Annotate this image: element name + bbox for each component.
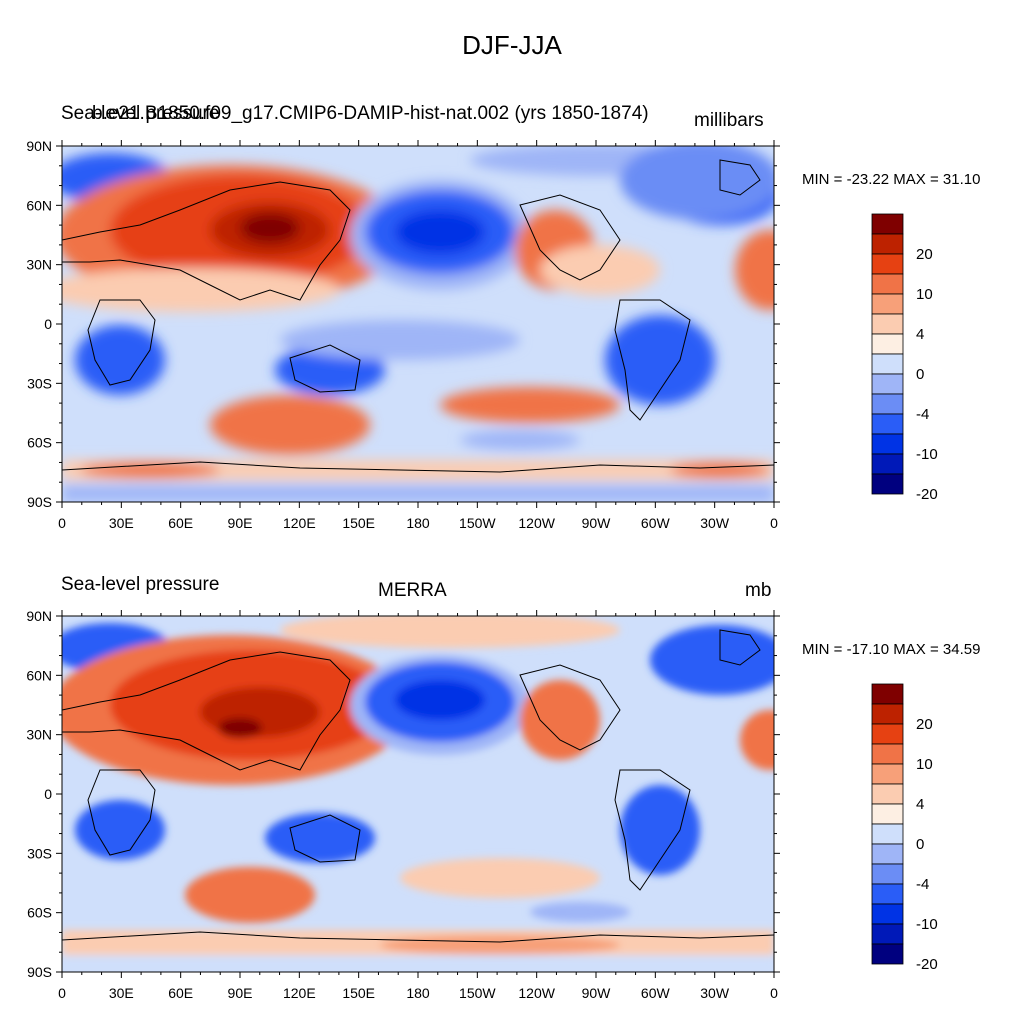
lon-label-2: 30E [109, 985, 134, 1001]
panel-1-minmax: MIN = -23.22 MAX = 31.10 [802, 171, 981, 188]
colorbar-1-swatch [871, 373, 904, 395]
lon-label-2: 60W [641, 985, 671, 1001]
colorbar-1-swatch [871, 433, 904, 455]
colorbar-2-swatch [871, 923, 904, 945]
lon-label-2: 150E [342, 985, 375, 1001]
lat-label-1: 60S [27, 435, 52, 451]
colorbar-2-swatch [871, 703, 904, 725]
colorbar-2-swatch [871, 903, 904, 925]
colorbar-2-swatch [871, 783, 904, 805]
lat-label-2: 30S [27, 845, 52, 861]
colorbar-1-label: 4 [916, 326, 924, 343]
lon-label-1: 150W [459, 515, 496, 531]
colorbar-2-swatch [871, 883, 904, 905]
colorbar-1-swatch [871, 213, 904, 235]
lon-label-1: 30E [109, 515, 134, 531]
colorbar-2-swatch [871, 743, 904, 765]
main-title: DJF-JJA [462, 30, 562, 60]
colorbar-2-swatch [871, 863, 904, 885]
panel-2-center-title: MERRA [378, 580, 447, 601]
colorbar-2-label: 4 [916, 796, 924, 813]
lon-label-1: 120E [283, 515, 316, 531]
colorbar-2-swatch [871, 683, 904, 705]
lon-label-1: 90W [582, 515, 612, 531]
colorbar-1-swatch [871, 393, 904, 415]
lon-label-2: 120W [518, 985, 555, 1001]
lon-label-2: 90E [228, 985, 253, 1001]
colorbar-1-swatch [871, 353, 904, 375]
lat-label-1: 60N [26, 197, 52, 213]
lat-label-1: 90S [27, 494, 52, 510]
colorbar-2-swatch [871, 763, 904, 785]
lat-label-1: 30S [27, 375, 52, 391]
colorbar-1-swatch [871, 293, 904, 315]
colorbar-1-swatch [871, 413, 904, 435]
colorbar-1-swatch [871, 333, 904, 355]
lon-label-1: 0 [58, 515, 66, 531]
panel-1-center-title: b.e21.B1850.f09_g17.CMIP6-DAMIP-hist-nat… [92, 103, 649, 124]
lon-label-2: 180 [406, 985, 430, 1001]
lon-label-1: 150E [342, 515, 375, 531]
colorbar-1-label: 0 [916, 366, 924, 383]
panel-2-coastlines [62, 629, 774, 943]
lon-label-1: 0 [770, 515, 778, 531]
colorbar-1-label: 20 [916, 246, 933, 263]
panel-2-units: mb [745, 580, 772, 601]
lat-label-2: 0 [44, 786, 52, 802]
colorbar-2-label: 20 [916, 716, 933, 733]
colorbar-2-label: -4 [916, 876, 929, 893]
colorbar-1-swatch [871, 233, 904, 255]
lon-label-1: 120W [518, 515, 555, 531]
lon-label-1: 180 [406, 515, 430, 531]
colorbar-2-label: -20 [916, 956, 938, 973]
colorbar-2-label: 10 [916, 756, 933, 773]
lat-label-2: 90N [26, 608, 52, 624]
lat-label-2: 60N [26, 667, 52, 683]
colorbar-2-label: 0 [916, 836, 924, 853]
colorbar-1-label: -20 [916, 486, 938, 503]
colorbar-1-label: -10 [916, 446, 938, 463]
lon-label-2: 30W [700, 985, 730, 1001]
panel-2-left-title: Sea-level pressure [61, 574, 220, 595]
lon-label-1: 60E [168, 515, 193, 531]
lat-label-2: 30N [26, 727, 52, 743]
panel-1-left-title: Sea-level pressure [61, 103, 220, 124]
lat-label-2: 90S [27, 964, 52, 980]
colorbar-2-swatch [871, 723, 904, 745]
panel-1-coastlines [62, 159, 774, 473]
lon-label-2: 150W [459, 985, 496, 1001]
colorbar-1-label: -4 [916, 406, 929, 423]
lat-label-1: 0 [44, 316, 52, 332]
lat-label-1: 30N [26, 257, 52, 273]
colorbar-1-swatch [871, 473, 904, 495]
colorbar-1-swatch [871, 453, 904, 475]
lon-label-2: 60E [168, 985, 193, 1001]
lon-label-2: 0 [770, 985, 778, 1001]
colorbar-2-swatch [871, 843, 904, 865]
colorbar-2-swatch [871, 823, 904, 845]
colorbar-2-label: -10 [916, 916, 938, 933]
colorbar-2-swatch [871, 803, 904, 825]
lat-label-2: 60S [27, 905, 52, 921]
panel-2-map [62, 616, 774, 972]
colorbar-2-swatch [871, 943, 904, 965]
lon-label-2: 90W [582, 985, 612, 1001]
panel-1-map [62, 146, 774, 502]
lon-label-2: 0 [58, 985, 66, 1001]
panel-2-minmax: MIN = -17.10 MAX = 34.59 [802, 641, 981, 658]
lon-label-2: 120E [283, 985, 316, 1001]
panel-1-units: millibars [694, 110, 764, 131]
colorbar-1-swatch [871, 253, 904, 275]
lon-label-1: 90E [228, 515, 253, 531]
lat-label-1: 90N [26, 138, 52, 154]
colorbar-1-label: 10 [916, 286, 933, 303]
colorbar-1-swatch [871, 313, 904, 335]
lon-label-1: 30W [700, 515, 730, 531]
colorbar-1-swatch [871, 273, 904, 295]
lon-label-1: 60W [641, 515, 671, 531]
